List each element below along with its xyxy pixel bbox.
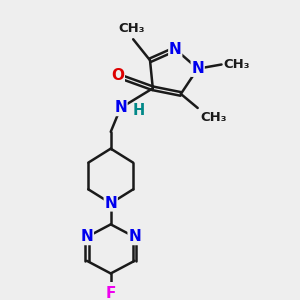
Text: F: F xyxy=(106,286,116,300)
Text: N: N xyxy=(114,100,127,116)
Text: N: N xyxy=(80,230,93,244)
Text: CH₃: CH₃ xyxy=(200,111,226,124)
Text: CH₃: CH₃ xyxy=(118,22,145,35)
Text: N: N xyxy=(169,42,182,57)
Text: N: N xyxy=(128,230,141,244)
Text: CH₃: CH₃ xyxy=(224,58,250,71)
Text: H: H xyxy=(132,103,145,118)
Text: O: O xyxy=(111,68,124,83)
Text: N: N xyxy=(104,196,117,211)
Text: N: N xyxy=(191,61,204,76)
